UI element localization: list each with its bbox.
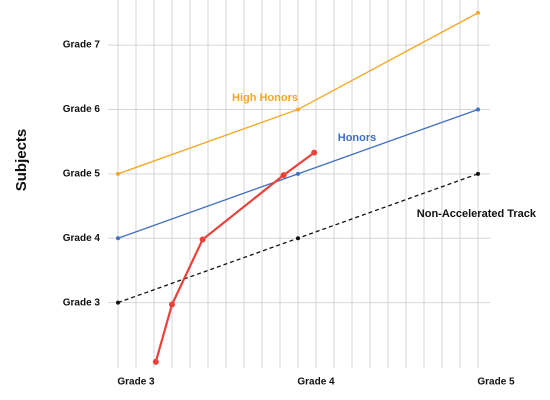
data-point: [116, 236, 120, 241]
data-point: [476, 171, 480, 176]
data-point: [296, 107, 300, 112]
y-tick-label: Grade 4: [63, 233, 101, 244]
y-tick-label: Grade 5: [63, 168, 101, 179]
data-point: [116, 300, 120, 305]
series-label: Honors: [338, 132, 377, 144]
data-point: [280, 172, 287, 179]
y-tick-label: Grade 6: [63, 104, 101, 115]
data-point: [476, 107, 480, 112]
x-tick-label: Grade 5: [477, 377, 515, 388]
series-line: [154, 151, 315, 363]
x-tick-label: Grade 3: [117, 377, 155, 388]
y-axis-label: Subjects: [13, 129, 30, 192]
data-point: [311, 149, 318, 156]
data-point: [116, 171, 120, 176]
data-point: [152, 358, 159, 365]
series-label: High Honors: [232, 92, 298, 104]
x-tick-label: Grade 4: [297, 377, 335, 388]
y-tick-label: Grade 7: [63, 40, 101, 51]
data-point: [476, 10, 480, 15]
data-point: [296, 171, 300, 176]
series-label: Non-Accelerated Track: [417, 208, 537, 220]
data-point: [296, 236, 300, 241]
data-point: [199, 236, 206, 243]
data-point: [169, 301, 175, 308]
y-tick-label: Grade 3: [63, 297, 101, 308]
